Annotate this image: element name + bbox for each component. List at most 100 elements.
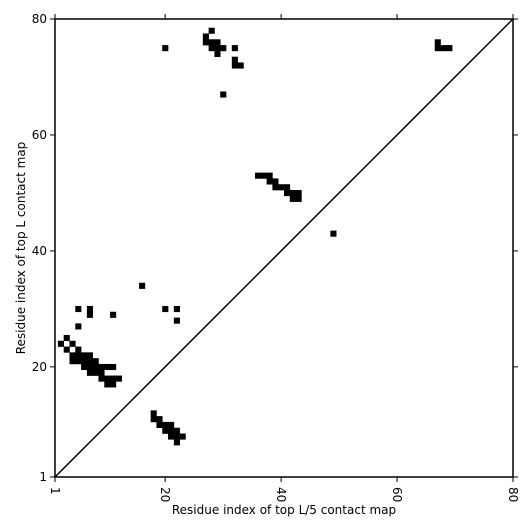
contact-cell [81, 358, 88, 365]
x-tick-label: 1 [48, 487, 62, 495]
contact-cell [69, 358, 76, 365]
contact-cell [231, 45, 238, 52]
contact-cell [289, 190, 296, 197]
contact-cell [75, 352, 82, 359]
x-tick-label: 80 [506, 487, 520, 502]
contact-cell [255, 172, 262, 179]
axis-ticks: 1 20 40 60 80 1 20 40 60 80 [32, 12, 520, 502]
contact-cell [81, 363, 88, 371]
x-tick-label: 20 [158, 487, 172, 502]
contact-cell [75, 323, 82, 330]
contact-cell [208, 27, 215, 34]
contact-cell [150, 410, 157, 417]
contact-cell [63, 334, 70, 342]
contact-cell [179, 433, 186, 440]
contact-cell [57, 340, 64, 347]
contact-cell [86, 369, 93, 376]
contact-cell [272, 178, 279, 185]
contact-cell [110, 375, 117, 382]
contact-cell [98, 369, 105, 376]
contact-cell [86, 352, 93, 359]
y-tick-label: 60 [32, 128, 47, 142]
contact-cell [278, 184, 285, 191]
plot-frame [54, 18, 514, 478]
contact-cell [162, 45, 169, 52]
contact-cell [115, 375, 122, 382]
x-axis-label: Residue index of top L/5 contact map [172, 503, 396, 517]
contact-cell [220, 91, 227, 98]
contact-cell [214, 45, 221, 52]
contact-cell [156, 421, 163, 429]
y-tick-label: 80 [32, 12, 47, 26]
contact-cell [104, 363, 111, 371]
contact-cell [162, 305, 169, 313]
contact-cell [162, 427, 169, 434]
contact-cell [173, 305, 180, 313]
contact-cell [440, 45, 447, 52]
contact-cell [220, 45, 227, 52]
contact-cell [266, 178, 273, 185]
contact-cell [104, 381, 111, 388]
contact-cell [98, 363, 105, 371]
contact-cell [75, 346, 82, 353]
contact-cell [98, 375, 105, 382]
contact-cell [446, 45, 453, 52]
y-tick-label: 20 [32, 360, 47, 374]
y-tick-label: 1 [39, 470, 47, 484]
contact-cell [86, 305, 93, 313]
contact-cell [92, 358, 99, 365]
contact-cell [173, 317, 180, 324]
contact-cell [214, 50, 221, 57]
contact-cell [86, 311, 93, 318]
contact-cell [284, 190, 291, 197]
contact-cell [139, 282, 146, 289]
contact-cell [110, 363, 117, 371]
contact-cell [173, 439, 180, 446]
x-tick-label: 60 [390, 487, 404, 502]
contact-cell [69, 352, 76, 359]
contact-cell [92, 369, 99, 376]
contact-cell [266, 172, 273, 179]
contact-cell [237, 62, 244, 69]
contact-cell [75, 305, 82, 313]
contact-cell [110, 381, 117, 388]
contact-cell [272, 184, 279, 191]
contact-cell [173, 433, 180, 440]
contact-cell [202, 33, 209, 40]
contact-cell [202, 39, 209, 46]
contact-cell [162, 421, 169, 429]
contact-cell [69, 340, 76, 347]
contact-cell [168, 421, 175, 429]
contact-cell [92, 363, 99, 371]
contact-cell [289, 195, 296, 202]
contact-cell [86, 358, 93, 365]
contact-cell [168, 427, 175, 434]
contact-cells [57, 27, 453, 446]
contact-cell [231, 56, 238, 63]
contact-cell [104, 375, 111, 382]
contact-cell [295, 190, 302, 197]
contact-cell [260, 172, 267, 179]
contact-cell [295, 195, 302, 202]
contact-cell [214, 39, 221, 46]
contact-cell [284, 184, 291, 191]
diagonal-line [54, 18, 514, 478]
contact-cell [156, 416, 163, 423]
contact-cell [173, 427, 180, 434]
contact-cell [231, 62, 238, 69]
contact-cell [434, 39, 441, 46]
contact-cell [150, 416, 157, 423]
contact-cell [110, 311, 117, 318]
contact-cell [434, 45, 441, 52]
contact-cell [81, 352, 88, 359]
contact-cell [75, 358, 82, 365]
x-tick-label: 40 [274, 487, 288, 502]
contact-cell [208, 45, 215, 52]
contact-cell [330, 230, 337, 237]
y-tick-label: 40 [32, 244, 47, 258]
contact-cell [63, 346, 70, 353]
contact-cell [208, 39, 215, 46]
y-axis-label: Residue index of top L contact map [14, 142, 28, 355]
contact-cell [86, 363, 93, 371]
